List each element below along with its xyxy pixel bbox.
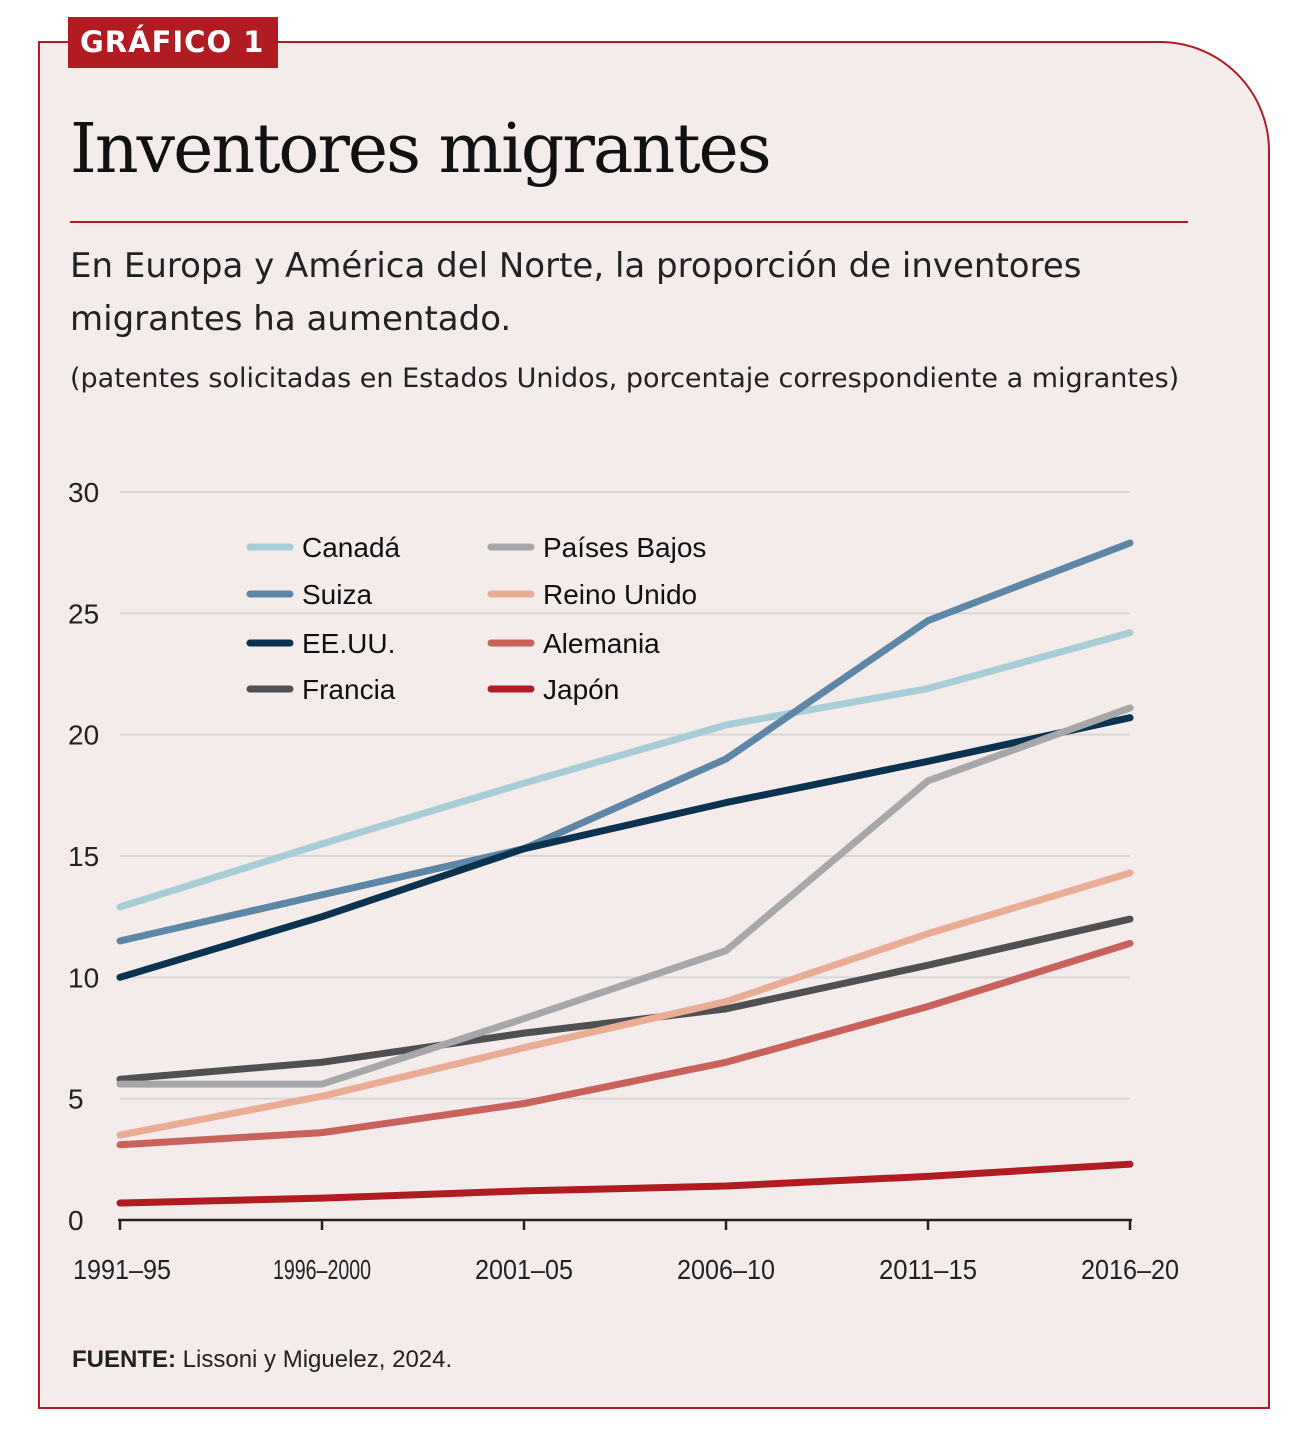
x-tick-label: 2006–10 (677, 1254, 775, 1285)
title-rule (70, 221, 1188, 223)
legend-label: Francia (302, 674, 396, 705)
series-line-japon (116, 1160, 1134, 1207)
chart-tag: GRÁFICO 1 (68, 17, 279, 68)
y-tick-label: 10 (68, 962, 99, 993)
legend-label: Japón (543, 674, 619, 705)
series-line-alemania (116, 939, 1134, 1149)
x-tick-label: 2016–20 (1081, 1254, 1179, 1285)
legend-label: Suiza (302, 579, 372, 610)
chart-note: (patentes solicitadas en Estados Unidos,… (70, 363, 1180, 394)
x-tick-label: 1996–2000 (273, 1254, 371, 1285)
chart-title: Inventores migrantes (70, 110, 772, 189)
x-tick-label: 2001–05 (475, 1254, 573, 1285)
series-line-francia (116, 915, 1134, 1083)
series-line-suiza (116, 539, 1134, 945)
legend-layer: Canadá Suiza EE.UU. Francia Países Bajos Rein… (246, 532, 706, 705)
source-text: Lissoni y Miguelez, 2024. (176, 1346, 453, 1373)
legend-label: EE.UU. (302, 628, 395, 659)
y-tick-label: 20 (68, 720, 99, 751)
y-tick-label: 0 (68, 1205, 84, 1236)
legend-label: Países Bajos (543, 532, 706, 563)
legend-label: Canadá (302, 532, 401, 563)
source-note: FUENTE: Lissoni y Miguelez, 2024. (72, 1346, 452, 1374)
x-tick-label: 2011–15 (879, 1254, 977, 1285)
y-tick-label: 25 (68, 598, 99, 629)
legend-label: Alemania (543, 628, 660, 659)
axis-layer: 0 5 10 15 20 25 30 1991–95 1996–2000 2001–05 2006–… (68, 477, 1179, 1285)
chart-subtitle: En Europa y América del Norte, la propor… (70, 246, 1082, 339)
x-tick-label: 1991–95 (73, 1254, 171, 1285)
series-line-reino-unido (116, 869, 1134, 1139)
chart-panel (38, 41, 1270, 1409)
legend-label: Reino Unido (543, 579, 697, 610)
y-tick-label: 15 (68, 841, 99, 872)
series-line-paises-bajos (116, 704, 1134, 1088)
series-line-canada (116, 629, 1134, 911)
y-tick-label: 30 (68, 477, 99, 508)
source-label: FUENTE: (72, 1346, 176, 1373)
series-layer (116, 539, 1134, 1207)
y-tick-label: 5 (68, 1084, 84, 1115)
series-line-ee-uu (116, 714, 1134, 981)
